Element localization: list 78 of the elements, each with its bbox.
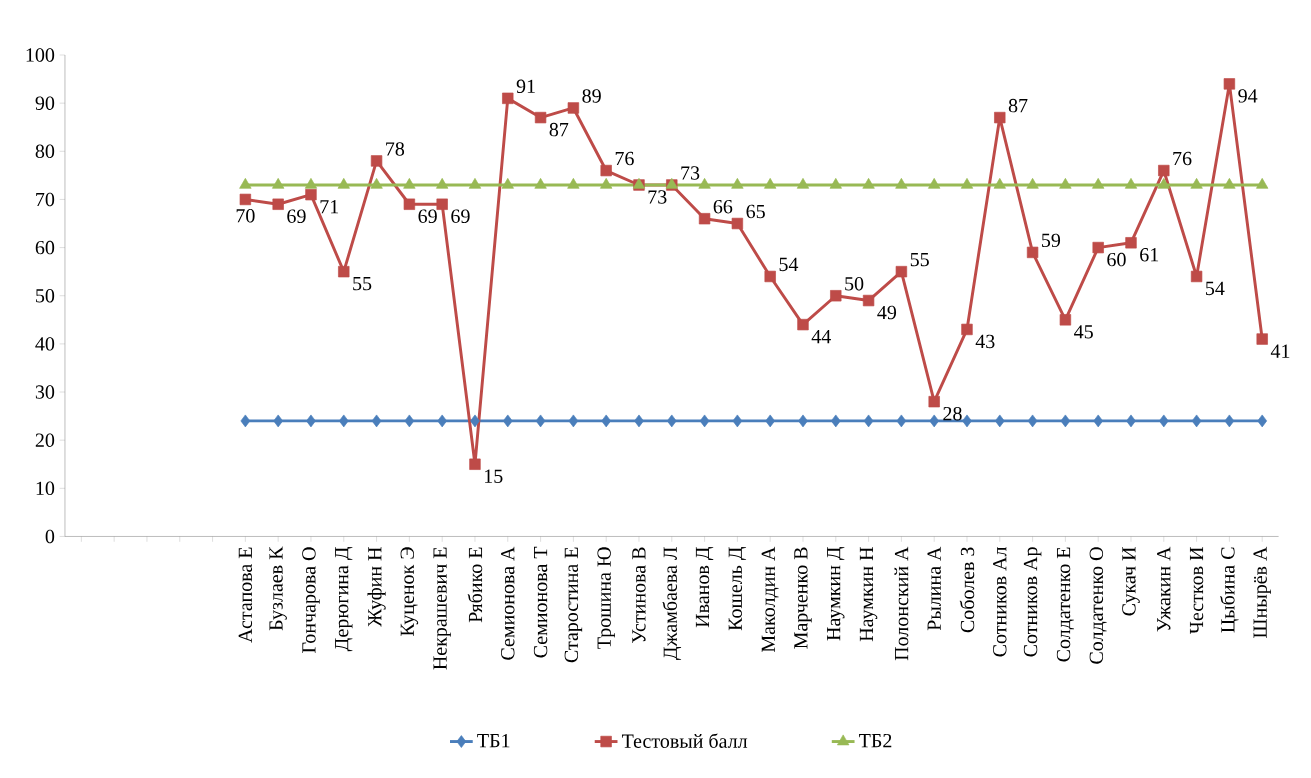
x-tick-label: Маколдин А	[761, 546, 779, 653]
x-tick-label: Джамбаева Л	[662, 547, 682, 661]
y-tick-label: 70	[36, 192, 55, 207]
data-label: 76	[1173, 152, 1192, 166]
x-tick-label: Полонский А	[894, 546, 909, 661]
legend-label: ТБ1	[477, 734, 510, 748]
y-tick-label: 100	[26, 48, 55, 62]
x-tick-label: Сотников Ар	[1023, 547, 1042, 657]
data-label: 55	[353, 277, 372, 291]
data-label: 66	[713, 200, 733, 214]
data-label: 59	[1042, 233, 1061, 248]
data-label: 89	[582, 89, 601, 103]
data-label: 65	[746, 205, 765, 219]
data-label: 44	[811, 330, 831, 344]
x-tick-label: Жуфин Н	[367, 547, 386, 628]
y-tick-label: 10	[36, 481, 55, 496]
x-tick-label: Старостина Е	[564, 547, 583, 663]
y-tick-label: 90	[35, 96, 55, 111]
x-tick-label: Семионова А	[501, 546, 515, 660]
x-tick-label: Цыбина С	[1220, 547, 1239, 633]
legend-label: ТБ2	[859, 734, 892, 748]
x-tick-label: Шнырёв А	[1253, 546, 1271, 639]
data-label: 87	[1008, 99, 1028, 113]
x-tick-label: Марченко В	[794, 547, 812, 650]
y-tick-label: 40	[35, 337, 55, 351]
data-label: 87	[549, 123, 569, 137]
x-tick-label: Рябико Е	[467, 547, 483, 623]
x-tick-label: Некрашевич Е	[433, 547, 451, 670]
x-tick-label: Солдатенко Е	[1056, 547, 1074, 662]
data-label: 73	[681, 166, 700, 180]
x-tick-label: Устинова В	[632, 547, 646, 644]
x-tick-label: Честков И	[1189, 547, 1204, 635]
data-label: 55	[910, 253, 929, 267]
x-tick-label: Трошина Ю	[597, 547, 615, 650]
data-label: 45	[1074, 325, 1093, 339]
data-label: 69	[418, 209, 437, 224]
data-label: 73	[648, 190, 667, 204]
data-label: 54	[779, 258, 799, 272]
data-label: 54	[1206, 282, 1225, 296]
data-label: 76	[615, 152, 634, 166]
x-tick-label: Рылина А	[927, 546, 941, 631]
x-tick-label: Соболев З	[959, 547, 975, 633]
y-tick-label: 30	[35, 385, 55, 399]
data-label: 69	[287, 209, 306, 224]
y-tick-label: 50	[36, 289, 55, 303]
x-tick-label: Сотников Ал	[993, 547, 1007, 657]
x-tick-label: Сукач И	[1122, 547, 1140, 616]
x-tick-label: Гончарова О	[302, 547, 320, 654]
x-tick-label: Астапова Е	[238, 547, 253, 643]
data-label: 94	[1238, 89, 1258, 103]
x-tick-label: Солдатенко О	[1089, 547, 1107, 665]
data-label: 70	[236, 209, 255, 223]
data-label: 43	[975, 334, 995, 349]
data-label: 28	[943, 407, 962, 421]
x-tick-label: Куценок Э	[400, 547, 419, 637]
x-tick-label: Бузлаев К	[269, 546, 287, 631]
data-label: 91	[516, 79, 535, 94]
x-tick-label: Дерюгина Д	[335, 547, 353, 652]
data-label: 50	[845, 277, 864, 291]
x-tick-label: Ужакин А	[1157, 546, 1171, 632]
data-label: 60	[1107, 253, 1126, 267]
data-label: 71	[320, 200, 339, 214]
y-tick-label: 20	[35, 433, 55, 448]
x-tick-label: Кошель Д	[728, 547, 747, 631]
y-tick-label: 60	[35, 241, 55, 255]
legend-label: Тестовый балл	[621, 733, 748, 749]
data-label: 49	[877, 306, 897, 320]
data-label: 15	[485, 469, 503, 484]
x-tick-label: Семионова Т	[533, 547, 548, 658]
x-tick-label: Иванов Д	[695, 547, 714, 628]
data-label: 41	[1270, 344, 1290, 358]
data-label: 78	[386, 142, 405, 156]
x-tick-label: Наумкин Д	[827, 547, 845, 641]
x-tick-label: Наумкин Н	[859, 547, 878, 642]
y-tick-label: 0	[45, 529, 55, 544]
data-label: 61	[1140, 248, 1159, 262]
data-label: 69	[451, 209, 470, 224]
y-tick-label: 80	[35, 144, 55, 159]
